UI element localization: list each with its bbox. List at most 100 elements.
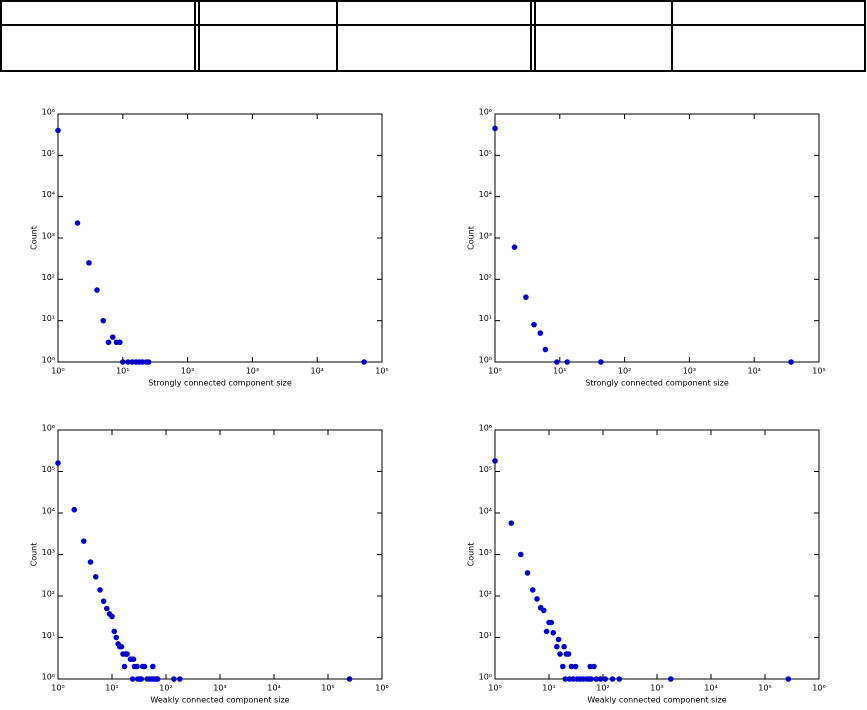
table-border — [0, 0, 866, 72]
point — [134, 663, 140, 670]
y-tick-label: 10¹ — [42, 314, 55, 323]
point — [597, 676, 604, 682]
x-tick-label: 10⁶ — [812, 684, 825, 693]
x-tick-label: 10¹ — [116, 367, 129, 376]
x-tick-label: 10⁰ — [51, 367, 64, 376]
x-tick-label: 10¹ — [105, 684, 118, 693]
chart: 10⁰ 10¹ 10² 10³ 10⁴ 10⁵ 10⁶ 10⁰ 10¹ 10² 10³ 10⁴ 10⁵ 1… — [467, 424, 826, 705]
x-axis-label: Strongly connected component size — [585, 379, 729, 388]
point — [785, 676, 792, 682]
plot-area — [55, 460, 353, 682]
y-tick-label: 10⁵ — [479, 149, 492, 158]
y-tick-label: 10⁴ — [42, 190, 55, 199]
x-tick-label: 10⁴ — [748, 367, 761, 376]
point — [109, 613, 115, 620]
x-tick-label: 10³ — [650, 684, 663, 693]
point — [540, 607, 547, 614]
x-tick-label: 10⁰ — [488, 367, 501, 376]
point — [492, 458, 498, 464]
y-tick-label: 10² — [479, 273, 492, 282]
point — [561, 643, 567, 650]
x-tick-label: 10² — [618, 367, 631, 376]
point — [511, 244, 518, 250]
point — [616, 676, 623, 682]
x-tick-label: 10⁰ — [488, 684, 501, 693]
y-tick-label: 10⁴ — [479, 190, 492, 199]
y-tick-label: 10³ — [42, 548, 55, 557]
point — [145, 359, 152, 365]
x-tick-label: 10¹ — [553, 367, 566, 376]
point — [554, 359, 560, 365]
point — [118, 643, 125, 650]
point — [555, 636, 562, 643]
point — [113, 634, 120, 641]
point — [667, 676, 674, 682]
point — [100, 598, 107, 604]
y-tick-label: 10⁶ — [42, 424, 55, 433]
x-tick-label: 10² — [596, 684, 609, 693]
x-tick-label: 10² — [159, 684, 172, 693]
y-axis-label: Count — [30, 543, 39, 567]
point — [124, 651, 130, 657]
x-tick-label: 10⁵ — [321, 684, 334, 693]
x-tick-label: 10³ — [246, 367, 259, 376]
point — [55, 127, 61, 134]
y-tick-label: 10⁰ — [42, 673, 55, 682]
x-tick-label: 10⁴ — [704, 684, 717, 693]
point — [103, 605, 110, 612]
y-tick-label: 10⁴ — [42, 507, 55, 516]
point — [529, 587, 536, 593]
point — [508, 520, 515, 526]
point — [550, 629, 557, 636]
y-tick-label: 10⁵ — [42, 465, 55, 474]
y-axis-label: Count — [467, 543, 476, 567]
y-tick-label: 10⁵ — [479, 465, 492, 474]
point — [570, 676, 576, 682]
point — [609, 676, 616, 682]
point — [602, 676, 609, 682]
y-tick-label: 10⁴ — [479, 507, 492, 516]
point — [94, 287, 100, 293]
y-tick-label: 10⁶ — [42, 108, 55, 117]
point — [171, 676, 177, 682]
x-axis-label: Weakly connected component size — [587, 696, 726, 705]
x-tick-label: 10³ — [683, 367, 696, 376]
empty-table — [0, 0, 866, 72]
point — [788, 359, 794, 365]
y-tick-label: 10³ — [479, 232, 492, 241]
point — [564, 359, 570, 365]
point — [80, 538, 87, 544]
point — [150, 663, 156, 670]
y-axis-label: Count — [30, 226, 39, 250]
point — [568, 663, 575, 670]
point — [100, 317, 107, 324]
point — [97, 587, 103, 593]
y-tick-label: 10² — [42, 273, 55, 282]
point — [125, 359, 131, 365]
y-tick-label: 10¹ — [479, 314, 492, 323]
plot-area — [492, 125, 794, 365]
point — [562, 676, 569, 682]
point — [130, 656, 137, 662]
plot-area — [492, 458, 792, 682]
point — [129, 676, 136, 682]
point — [517, 551, 524, 558]
y-tick-label: 10⁰ — [479, 673, 492, 682]
y-tick-label: 10⁰ — [42, 356, 55, 365]
point — [542, 346, 549, 353]
point — [537, 330, 544, 336]
point — [565, 651, 572, 657]
y-tick-label: 10² — [42, 590, 55, 599]
point — [55, 460, 61, 466]
x-tick-label: 10⁵ — [375, 367, 388, 376]
point — [139, 359, 146, 365]
point — [591, 663, 597, 670]
y-tick-label: 10⁰ — [479, 356, 492, 365]
point — [531, 321, 537, 328]
chart: 10⁰ 10¹ 10² 10³ 10⁴ 10⁵ 10⁰ 10¹ 10² 10³ 10⁴ 10⁵ 10⁶ S… — [467, 108, 826, 388]
point — [534, 596, 540, 602]
point — [523, 294, 529, 300]
x-tick-label: 10² — [181, 367, 194, 376]
point — [154, 676, 161, 682]
